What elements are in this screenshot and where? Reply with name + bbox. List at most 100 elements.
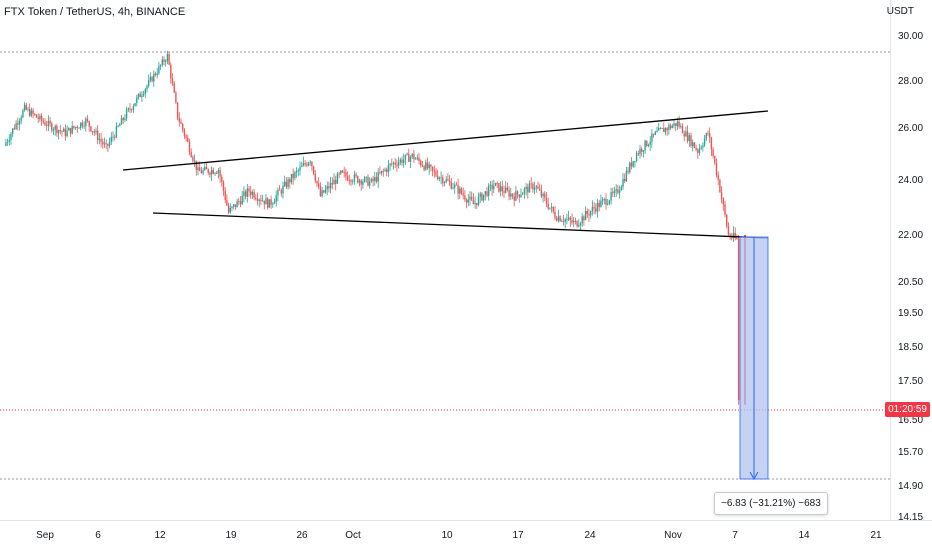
candle-body <box>202 170 204 174</box>
candle-body <box>685 131 687 137</box>
candle-body <box>705 133 707 139</box>
candle-body <box>578 225 580 227</box>
candle-body <box>32 110 34 114</box>
candle-body <box>25 104 27 110</box>
candle-body <box>333 179 335 185</box>
candle-body <box>154 73 157 75</box>
price-tick-label: 19.50 <box>898 308 923 319</box>
candle-body <box>15 123 17 130</box>
candle-body <box>219 170 221 177</box>
candle-body <box>280 190 282 194</box>
candle-body <box>443 182 446 184</box>
candle-body <box>737 241 740 400</box>
candle-body <box>508 190 510 197</box>
candle-body <box>559 216 561 222</box>
price-tick-label: 26.00 <box>898 123 923 134</box>
candle-body <box>676 121 679 126</box>
candle-body <box>603 198 605 200</box>
candle-body <box>454 184 456 188</box>
candle-body <box>153 73 155 82</box>
countdown-badge: 01:20:59 <box>885 402 930 417</box>
candle-body <box>83 125 85 127</box>
candle-body <box>355 174 357 177</box>
candle-body <box>593 207 595 209</box>
candle-body <box>275 195 277 202</box>
candle-body <box>576 221 578 227</box>
candle-body <box>426 162 429 169</box>
candle-body <box>352 181 354 183</box>
candle-body <box>365 176 367 178</box>
lower-trendline[interactable] <box>152 212 769 239</box>
candle-body <box>688 135 690 142</box>
candle-body <box>56 125 58 134</box>
candle-body <box>52 129 55 131</box>
candle-body <box>343 172 345 174</box>
candle-body <box>377 172 379 182</box>
candle-body <box>222 181 225 191</box>
measure-arrow-head <box>749 471 759 481</box>
candle-body <box>95 130 97 133</box>
candle-body <box>207 169 209 173</box>
candle-body <box>698 148 701 153</box>
candle-body <box>411 153 413 158</box>
candle-body <box>192 157 194 162</box>
candle-body <box>369 181 371 186</box>
candle-body <box>460 188 463 194</box>
candle-body <box>345 172 347 177</box>
candle-body <box>90 126 92 132</box>
candle-body <box>40 115 43 121</box>
candle-body <box>146 85 148 90</box>
candle-body <box>171 78 174 84</box>
candle-body <box>476 202 478 206</box>
candle-body <box>596 202 599 212</box>
candle-body <box>547 203 549 209</box>
candle-body <box>335 179 337 184</box>
candle-body <box>23 104 26 111</box>
candle-body <box>433 170 435 172</box>
candle-body <box>137 93 140 98</box>
candle-body <box>692 142 694 146</box>
candle-body <box>175 92 177 103</box>
candle-body <box>392 162 395 164</box>
candle-body <box>37 117 39 120</box>
candle-body <box>302 163 305 166</box>
candle-body <box>474 202 476 205</box>
candle-body <box>732 232 735 239</box>
candle-body <box>479 193 481 197</box>
candle-body <box>44 122 46 126</box>
candle-body <box>166 53 169 62</box>
candle-body <box>346 176 349 181</box>
candle-body <box>224 190 226 201</box>
candle-body <box>591 207 594 212</box>
candle-body <box>533 187 536 190</box>
candle-body <box>686 131 689 142</box>
candle-body <box>119 124 121 127</box>
candle-body <box>680 125 682 127</box>
candle-body <box>649 141 651 145</box>
candle-body <box>712 149 714 157</box>
upper-trendline[interactable] <box>122 110 769 171</box>
price-tick-label: 16.50 <box>898 415 923 426</box>
candle-body <box>715 162 718 176</box>
candle-body <box>272 203 274 205</box>
candle-body <box>545 197 548 204</box>
price-tick-label: 24.00 <box>898 175 923 186</box>
candle-body <box>69 128 72 134</box>
candle-body <box>539 188 541 191</box>
candle-body <box>573 220 575 223</box>
candle-body <box>397 162 400 166</box>
candle-body <box>569 217 571 221</box>
candle-body <box>312 166 315 175</box>
candle-body <box>720 192 723 199</box>
candle-body <box>331 182 333 185</box>
candle-body <box>250 191 252 195</box>
candle-body <box>42 120 44 123</box>
candle-body <box>703 138 706 146</box>
candle-body <box>584 211 587 221</box>
candle-body <box>193 160 196 162</box>
candle-body <box>431 166 434 171</box>
candle-body <box>382 170 384 172</box>
candle-body <box>46 125 48 127</box>
candle-body <box>435 171 437 176</box>
